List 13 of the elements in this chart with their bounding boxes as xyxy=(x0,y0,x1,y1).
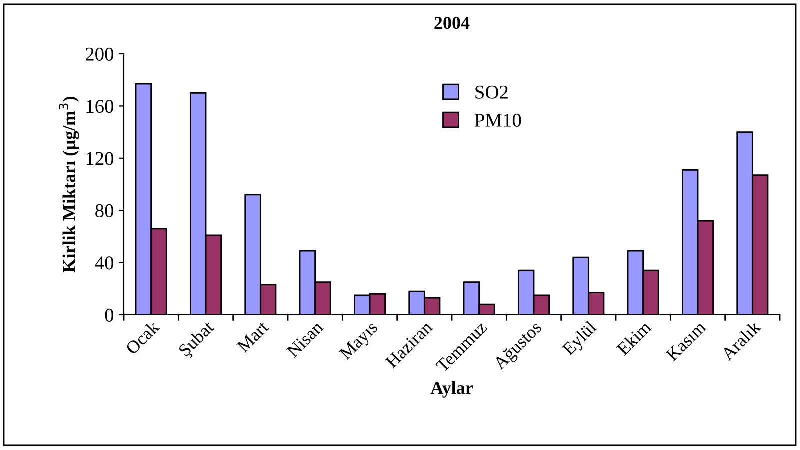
chart-title: 2004 xyxy=(434,16,470,30)
y-tick-label: 80 xyxy=(96,204,114,218)
y-axis-title: Kirlik Miktarı (µg/m$^{3}$) xyxy=(58,97,80,272)
legend-label: PM10 xyxy=(474,114,522,127)
y-tick-label: 120 xyxy=(86,152,114,166)
y-tick-label: 0 xyxy=(105,308,114,322)
x-tick-label: Mart xyxy=(236,320,270,354)
x-tick-label: Ocak xyxy=(124,320,160,356)
y-tick-label: 160 xyxy=(86,100,114,114)
legend-label: SO2 xyxy=(476,86,508,99)
y-tick-label: 40 xyxy=(95,256,114,270)
x-axis-title: Aylar xyxy=(430,381,474,398)
y-tick-label: 200 xyxy=(86,48,114,61)
